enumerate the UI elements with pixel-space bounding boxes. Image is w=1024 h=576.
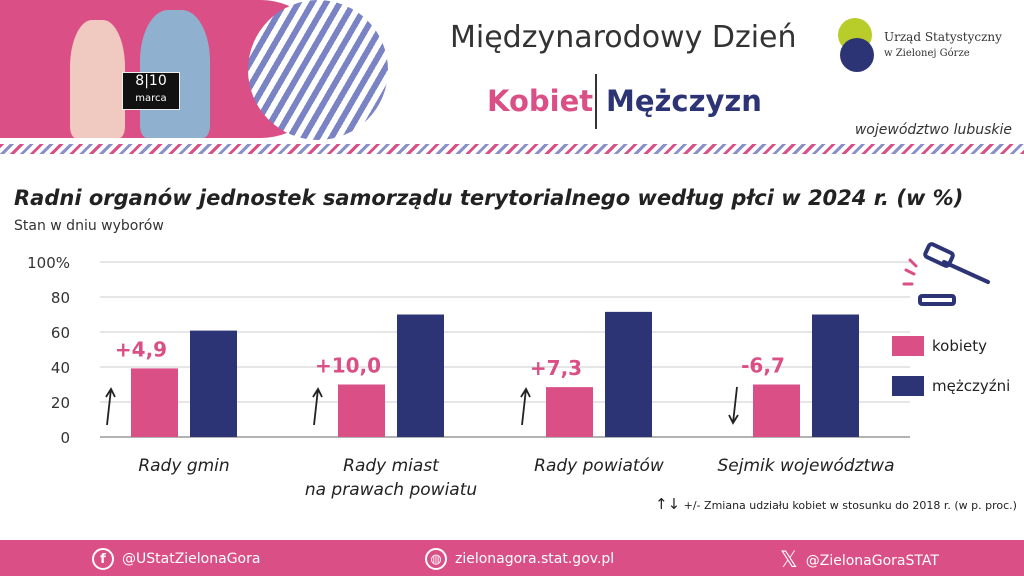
chart-subtitle: Stan w dniu wyborów <box>14 218 164 234</box>
org-name: Urząd Statystyczny w Zielonej Górze <box>884 30 1002 59</box>
legend: kobiety mężczyźni <box>892 336 1010 416</box>
y-tick-label: 0 <box>60 429 70 447</box>
women-word: Kobiet <box>487 84 594 118</box>
arrow-up-icon <box>105 387 116 426</box>
legend-item-women: kobiety <box>892 336 1010 356</box>
arrow-down-icon <box>728 386 739 425</box>
x-link[interactable]: 𝕏 @ZielonaGoraSTAT <box>780 548 939 573</box>
change-annotation: +10,0 <box>315 354 381 378</box>
bar-men <box>812 314 859 437</box>
y-tick-label: 60 <box>51 324 70 342</box>
region-label: województwo lubuskie <box>854 122 1012 138</box>
divider <box>595 74 597 129</box>
y-tick-label: 100% <box>27 254 70 272</box>
bar-women <box>131 368 178 437</box>
change-annotation: +7,3 <box>530 356 582 380</box>
x-logo-icon: 𝕏 <box>780 548 798 573</box>
header: 8|10 marca Międzynarodowy Dzień Kobiet Mę… <box>0 0 1024 145</box>
bar-men <box>605 311 652 437</box>
men-word: Mężczyzn <box>606 84 762 118</box>
facebook-icon: f <box>92 548 114 570</box>
legend-item-men: mężczyźni <box>892 376 1010 396</box>
chart-note: ↑↓ +/- Zmiana udziału kobiet w stosunku … <box>655 495 1017 513</box>
gavel-icon <box>902 242 990 306</box>
event-title: Międzynarodowy Dzień <box>450 20 797 55</box>
website-link[interactable]: ◍ zielonagora.stat.gov.pl <box>425 548 614 570</box>
striped-circle-decoration <box>248 0 388 140</box>
bar-men <box>397 314 444 437</box>
y-tick-label: 80 <box>51 289 70 307</box>
y-tick-label: 20 <box>51 394 70 412</box>
arrow-up-icon <box>312 387 323 426</box>
footer: f @UStatZielonaGora ◍ zielonagora.stat.gov… <box>0 540 1024 576</box>
dotted-divider <box>0 144 1024 154</box>
org-logo-icon <box>838 18 880 72</box>
chart-title: Radni organów jednostek samorządu teryto… <box>14 186 964 210</box>
bar-women <box>753 384 800 437</box>
bar-women <box>338 384 385 437</box>
x-category-label: na prawach powiatu <box>305 480 478 500</box>
date-badge: 8|10 marca <box>122 72 180 110</box>
bar-chart: 0 20 40 60 80 100% +4,9 Rady gmin +10,0 Rady mias… <box>27 254 910 500</box>
globe-icon: ◍ <box>425 548 447 570</box>
facebook-link[interactable]: f @UStatZielonaGora <box>92 548 260 570</box>
x-category-label: Rady miast <box>343 456 440 476</box>
up-down-arrows-icon: ↑↓ <box>655 495 681 513</box>
bar-men <box>190 330 237 437</box>
change-annotation: -6,7 <box>741 354 785 378</box>
arrow-up-icon <box>520 387 531 426</box>
change-annotation: +4,9 <box>115 337 167 361</box>
x-category-label: Rady powiatów <box>534 456 664 476</box>
bar-women <box>546 387 593 437</box>
y-tick-label: 40 <box>51 359 70 377</box>
x-category-label: Rady gmin <box>138 456 229 476</box>
x-category-label: Sejmik województwa <box>718 456 895 476</box>
